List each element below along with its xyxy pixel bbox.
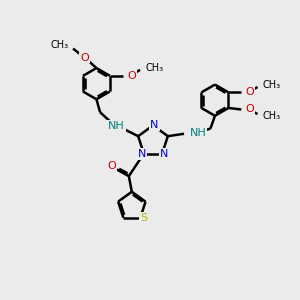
Text: NH: NH	[108, 121, 125, 131]
Text: N: N	[138, 148, 146, 159]
Text: N: N	[160, 148, 168, 159]
Text: CH₃: CH₃	[262, 80, 280, 90]
Text: CH₃: CH₃	[262, 111, 280, 121]
Text: S: S	[140, 213, 148, 223]
Text: O: O	[245, 104, 254, 115]
Text: N: N	[150, 120, 159, 130]
Text: CH₃: CH₃	[51, 40, 69, 50]
Text: O: O	[107, 161, 116, 171]
Text: CH₃: CH₃	[145, 63, 163, 74]
Text: O: O	[245, 87, 254, 98]
Text: O: O	[80, 52, 89, 63]
Text: O: O	[127, 71, 136, 81]
Text: NH: NH	[189, 128, 206, 138]
